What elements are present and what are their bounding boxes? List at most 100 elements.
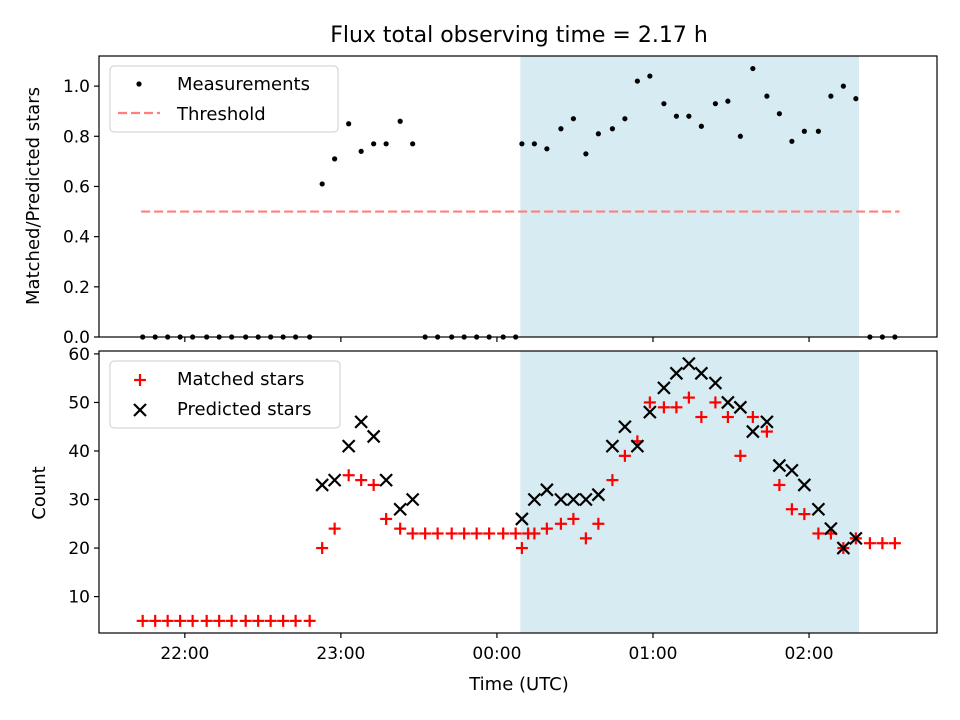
bottom-y-tick-label: 30 (68, 491, 90, 511)
measurement-point (410, 141, 416, 147)
measurement-point (544, 146, 550, 152)
measurement-point (346, 121, 352, 127)
matched-star-point (643, 396, 656, 409)
predicted-star-point (605, 439, 620, 453)
matched-star-point (618, 449, 631, 462)
top-y-tick-label: 0.8 (63, 127, 90, 147)
predicted-star-point (515, 512, 529, 526)
predicted-star-point (643, 405, 657, 419)
measurement-point (319, 181, 325, 187)
predicted-star-point (669, 366, 684, 381)
chart-title: Flux total observing time = 2.17 h (330, 23, 708, 48)
matched-star-point (200, 614, 213, 627)
predicted-star-point (760, 415, 774, 429)
matched-star-point (515, 542, 528, 555)
top-legend-box (109, 65, 339, 133)
predicted-star-point (694, 366, 709, 381)
matched-star-point (277, 614, 290, 627)
predicted-star-point (733, 400, 748, 415)
measurement-point (776, 111, 782, 117)
bottom-y-tick-label: 10 (68, 588, 90, 608)
matched-star-point (213, 614, 226, 627)
matched-star-point (657, 401, 670, 414)
matched-star-point (798, 508, 811, 521)
matched-star-point (773, 478, 786, 491)
bottom-x-tick-label: 01:00 (628, 644, 677, 664)
predicted-star-point (824, 521, 838, 536)
matched-star-point (225, 614, 238, 627)
measurement-point (750, 65, 756, 72)
measurement-point (725, 98, 731, 104)
matched-star-point (355, 474, 368, 487)
bottom-y-tick-label: 40 (68, 442, 90, 462)
matched-star-point (592, 517, 605, 530)
matched-star-point (470, 527, 483, 540)
matched-star-point (528, 527, 541, 540)
legend-matched-marker (134, 374, 146, 386)
matched-star-point (812, 527, 825, 540)
measurement-point (531, 141, 537, 147)
top-highlight-span (520, 56, 859, 337)
predicted-star-point (379, 473, 393, 487)
measurement-point (840, 83, 846, 89)
bottom-y-tick-label: 50 (68, 393, 90, 413)
predicted-star-point (527, 492, 542, 507)
matched-star-point (483, 527, 496, 540)
bottom-y-tick-label: 60 (68, 345, 90, 365)
matched-star-point (406, 527, 419, 540)
matched-star-point (579, 532, 592, 545)
predicted-star-point (366, 429, 381, 444)
matched-star-point (695, 411, 708, 424)
measurement-point (570, 116, 576, 122)
matched-star-point (458, 527, 471, 540)
legend-measurements-label: Measurements (177, 74, 310, 95)
predicted-star-point (341, 439, 356, 453)
matched-star-point (419, 527, 432, 540)
x-axis-label: Time (UTC) (468, 674, 569, 695)
predicted-star-point (405, 492, 420, 507)
measurement-point (583, 151, 589, 157)
measurement-point (383, 141, 389, 147)
predicted-star-point (772, 458, 787, 473)
matched-star-point (303, 614, 316, 627)
predicted-star-point (354, 415, 368, 429)
top-frame (98, 55, 938, 338)
measurement-point (622, 116, 628, 122)
matched-star-point (328, 522, 341, 535)
matched-star-point (289, 614, 302, 627)
measurement-point (712, 101, 719, 107)
matched-star-point (721, 411, 734, 424)
top-y-tick-label: 0.4 (63, 228, 90, 248)
matched-star-point (785, 503, 798, 516)
matched-star-point (888, 537, 901, 550)
measurement-point (737, 133, 743, 139)
matched-star-point (239, 614, 252, 627)
predicted-star-point (811, 502, 826, 517)
predicted-star-point (393, 502, 407, 517)
predicted-star-point (540, 483, 554, 497)
matched-star-point (174, 614, 187, 627)
bottom-x-tick-label: 00:00 (472, 644, 521, 664)
predicted-star-point (315, 478, 329, 492)
predicted-star-point (836, 541, 851, 555)
matched-star-point (746, 411, 759, 424)
top-y-axis-label: Matched/Predicted stars (23, 87, 44, 305)
measurement-point (358, 148, 364, 154)
matched-star-point (149, 614, 162, 627)
predicted-star-point (327, 473, 342, 487)
predicted-star-point (721, 395, 735, 410)
matched-star-point (342, 469, 355, 482)
measurement-point (853, 96, 859, 102)
top-panel: 0.0 0.2 0.4 0.6 0.8 1.0 Matched/Predicted sta… (23, 55, 938, 348)
predicted-star-point (849, 531, 863, 546)
matched-star-point (431, 527, 444, 540)
measurement-points (140, 65, 898, 340)
predicted-star-point (657, 381, 671, 395)
measurement-point (815, 128, 822, 134)
predicted-star-point (618, 419, 632, 434)
predicted-stars-points (315, 356, 863, 555)
bottom-x-tick-label: 23:00 (316, 644, 365, 664)
measurement-point (558, 126, 564, 132)
predicted-star-point (746, 424, 760, 439)
predicted-star-point (591, 487, 606, 502)
